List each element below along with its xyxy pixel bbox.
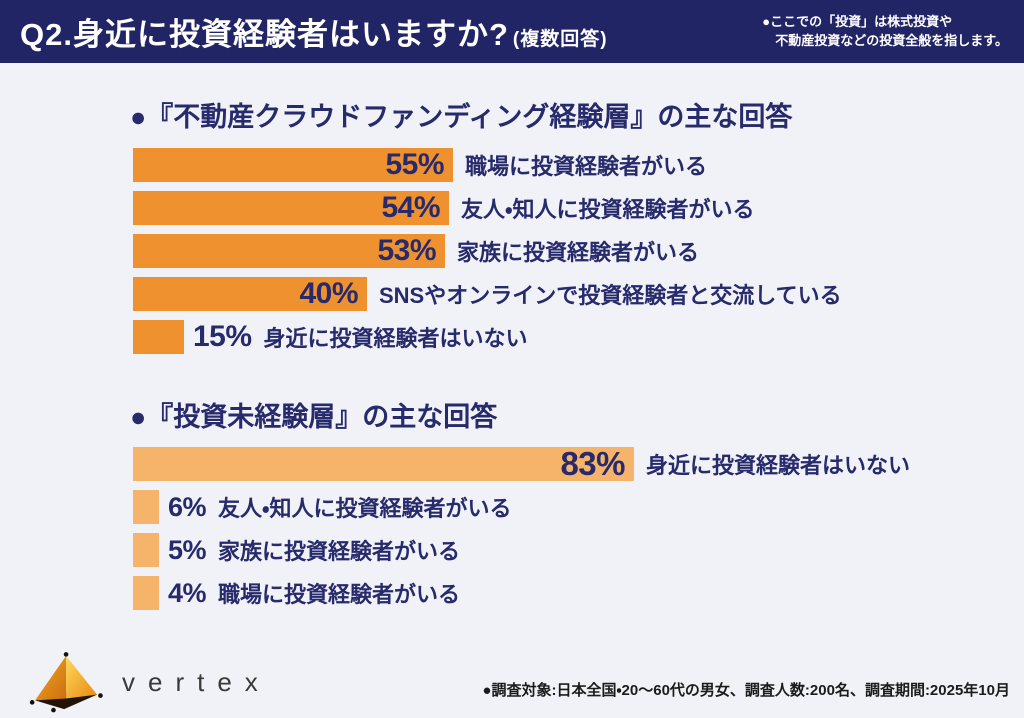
bar-label: 職場に投資経験者がいる [218,582,461,607]
vertex-logo-text: vertex [122,666,271,697]
bar [133,533,159,567]
bar-label: 身近に投資経験者はいない [646,453,911,478]
bar-label: 職場に投資経験者がいる [465,154,708,179]
bar-row: 15% 身近に投資経験者はいない [133,320,1024,354]
bar-value: 4% [168,577,207,608]
bar: 40% [133,277,367,311]
bar-label: 友人・知人に投資経験者がいる [461,197,755,222]
section-2-bars: 83% 身近に投資経験者はいない 6% 友人・知人に投資経験者がいる 5% 家族… [133,445,1024,610]
bar-value: 40% [299,277,358,310]
bar-label: SNSやオンラインで投資経験者と交流している [379,283,842,308]
bar-label: 身近に投資経験者はいない [263,326,528,351]
bar-value: 83% [560,445,625,482]
bar: 83% [133,445,634,482]
bar-row: 55% 職場に投資経験者がいる [133,148,1024,182]
footer: vertex ●調査対象:日本全国・20〜60代の男女、調査人数:200名、調査… [0,646,1024,718]
header-note-line2: 不動産投資などの投資全般を指します。 [775,32,1008,48]
question-title: Q2.身近に投資経験者はいますか? [20,17,509,52]
bar-value: 55% [385,148,444,181]
question-title-suffix: (複数回答) [512,29,608,50]
bar [133,490,159,524]
bar-row: 4% 職場に投資経験者がいる [133,576,1024,610]
section-1-bars: 55% 職場に投資経験者がいる 54% 友人・知人に投資経験者がいる 53% 家… [133,148,1024,354]
bar: 54% [133,191,449,225]
bar-value: 15% [193,320,252,353]
section-2-title: ●『投資未経験層』の主な回答 [130,402,498,432]
bar-label: 友人・知人に投資経験者がいる [218,496,512,521]
bar-value: 5% [168,534,207,565]
header-note: ●ここでの「投資」は株式投資や 不動産投資などの投資全般を指します。 [762,13,1008,49]
bar-row: 53% 家族に投資経験者がいる [133,234,1024,268]
section-crowdfunding-experienced: ●『不動産クラウドファンディング経験層』の主な回答 55% 職場に投資経験者がい… [0,95,1024,354]
survey-note: ●調査対象:日本全国・20〜60代の男女、調査人数:200名、調査期間:2025… [482,682,1010,699]
bar-row: 54% 友人・知人に投資経験者がいる [133,191,1024,225]
bar [133,576,159,610]
bar-value: 54% [381,191,440,224]
bar-label: 家族に投資経験者がいる [457,240,700,265]
vertex-logo-icon [29,652,103,713]
section-1-title: ●『不動産クラウドファンディング経験層』の主な回答 [130,102,793,132]
header-note-line1: ●ここでの「投資」は株式投資や [762,14,953,30]
bar-row: 5% 家族に投資経験者がいる [133,533,1024,567]
bar-label: 家族に投資経験者がいる [218,539,461,564]
bar-value: 6% [168,491,207,522]
section-non-investors: ●『投資未経験層』の主な回答 83% 身近に投資経験者はいない 6% 友人・知人… [0,395,1024,610]
page-title: Q2.身近に投資経験者はいますか? (複数回答) [20,9,608,54]
bar: 55% [133,148,453,182]
bar: 53% [133,234,445,268]
bar-row: 40% SNSやオンラインで投資経験者と交流している [133,277,1024,311]
bar-value: 53% [377,234,436,267]
header-bar: Q2.身近に投資経験者はいますか? (複数回答) ●ここでの「投資」は株式投資や… [0,0,1024,63]
vertex-logo: vertex [26,651,271,713]
bar-row: 83% 身近に投資経験者はいない [133,445,1024,482]
bar-row: 6% 友人・知人に投資経験者がいる [133,490,1024,524]
bar [133,320,184,354]
